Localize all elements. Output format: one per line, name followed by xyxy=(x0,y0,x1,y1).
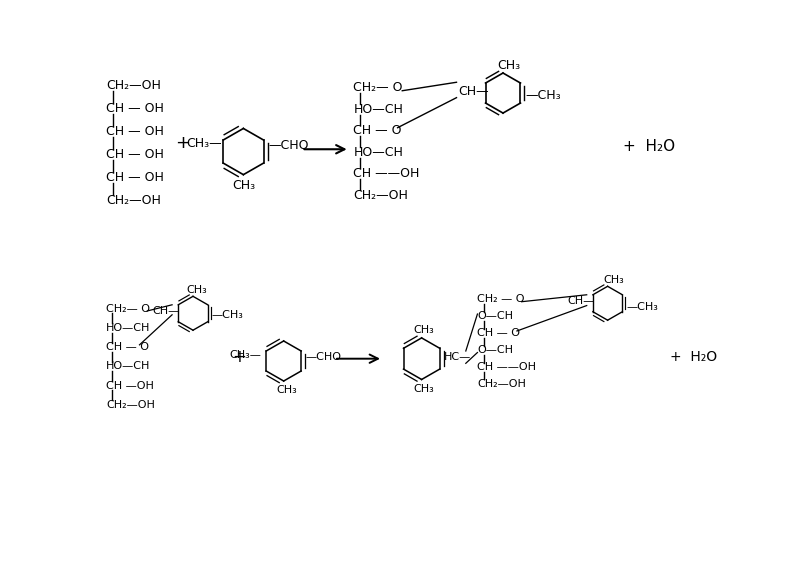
Text: CH₂—OH: CH₂—OH xyxy=(478,379,526,389)
Text: CH — O: CH — O xyxy=(478,328,521,338)
Text: CH₂—OH: CH₂—OH xyxy=(106,79,161,92)
Text: CH₃: CH₃ xyxy=(414,384,434,394)
Text: HO—CH: HO—CH xyxy=(354,146,403,159)
Text: CH—: CH— xyxy=(458,85,489,98)
Text: CH — OH: CH — OH xyxy=(106,171,164,184)
Text: CH—: CH— xyxy=(567,296,594,306)
Text: CH₃: CH₃ xyxy=(497,59,520,72)
Text: CH₂— O: CH₂— O xyxy=(354,81,403,94)
Text: HC—: HC— xyxy=(444,352,471,362)
Text: —CHO: —CHO xyxy=(306,352,342,362)
Text: CH₃—: CH₃— xyxy=(230,350,262,360)
Text: CH ——OH: CH ——OH xyxy=(354,168,420,180)
Text: —CHO: —CHO xyxy=(268,139,309,152)
Text: —CH₃: —CH₃ xyxy=(211,310,243,320)
Text: CH ——OH: CH ——OH xyxy=(478,362,537,372)
Text: +: + xyxy=(175,134,190,152)
Text: CH₂—OH: CH₂—OH xyxy=(354,189,408,202)
Text: CH — O: CH — O xyxy=(106,342,149,352)
Text: CH—: CH— xyxy=(153,306,180,316)
Text: HO—CH: HO—CH xyxy=(106,361,150,372)
Text: HO—CH: HO—CH xyxy=(106,323,150,333)
Text: +  H₂O: + H₂O xyxy=(670,350,717,364)
Text: CH₃: CH₃ xyxy=(233,179,256,192)
Text: —CH₃: —CH₃ xyxy=(526,89,561,102)
Text: CH₂ — O: CH₂ — O xyxy=(478,294,525,304)
Text: HO—CH: HO—CH xyxy=(354,103,403,116)
Text: CH₃: CH₃ xyxy=(187,285,207,295)
Text: +  H₂O: + H₂O xyxy=(623,140,675,154)
Text: —CH₃: —CH₃ xyxy=(626,302,658,312)
Text: CH — OH: CH — OH xyxy=(106,125,164,138)
Text: CH₃: CH₃ xyxy=(414,325,434,335)
Text: CH₃: CH₃ xyxy=(604,275,625,285)
Text: +: + xyxy=(233,348,246,366)
Text: CH₂—OH: CH₂—OH xyxy=(106,400,155,410)
Text: CH — OH: CH — OH xyxy=(106,148,164,161)
Text: CH — OH: CH — OH xyxy=(106,102,164,115)
Text: CH —OH: CH —OH xyxy=(106,381,154,390)
Text: CH₃: CH₃ xyxy=(276,385,297,395)
Text: O—CH: O—CH xyxy=(478,311,514,321)
Text: O—CH: O—CH xyxy=(478,345,514,355)
Text: CH₃—: CH₃— xyxy=(186,137,222,150)
Text: CH₂— O: CH₂— O xyxy=(106,304,150,314)
Text: CH — O: CH — O xyxy=(354,124,402,137)
Text: CH₂—OH: CH₂—OH xyxy=(106,194,161,207)
